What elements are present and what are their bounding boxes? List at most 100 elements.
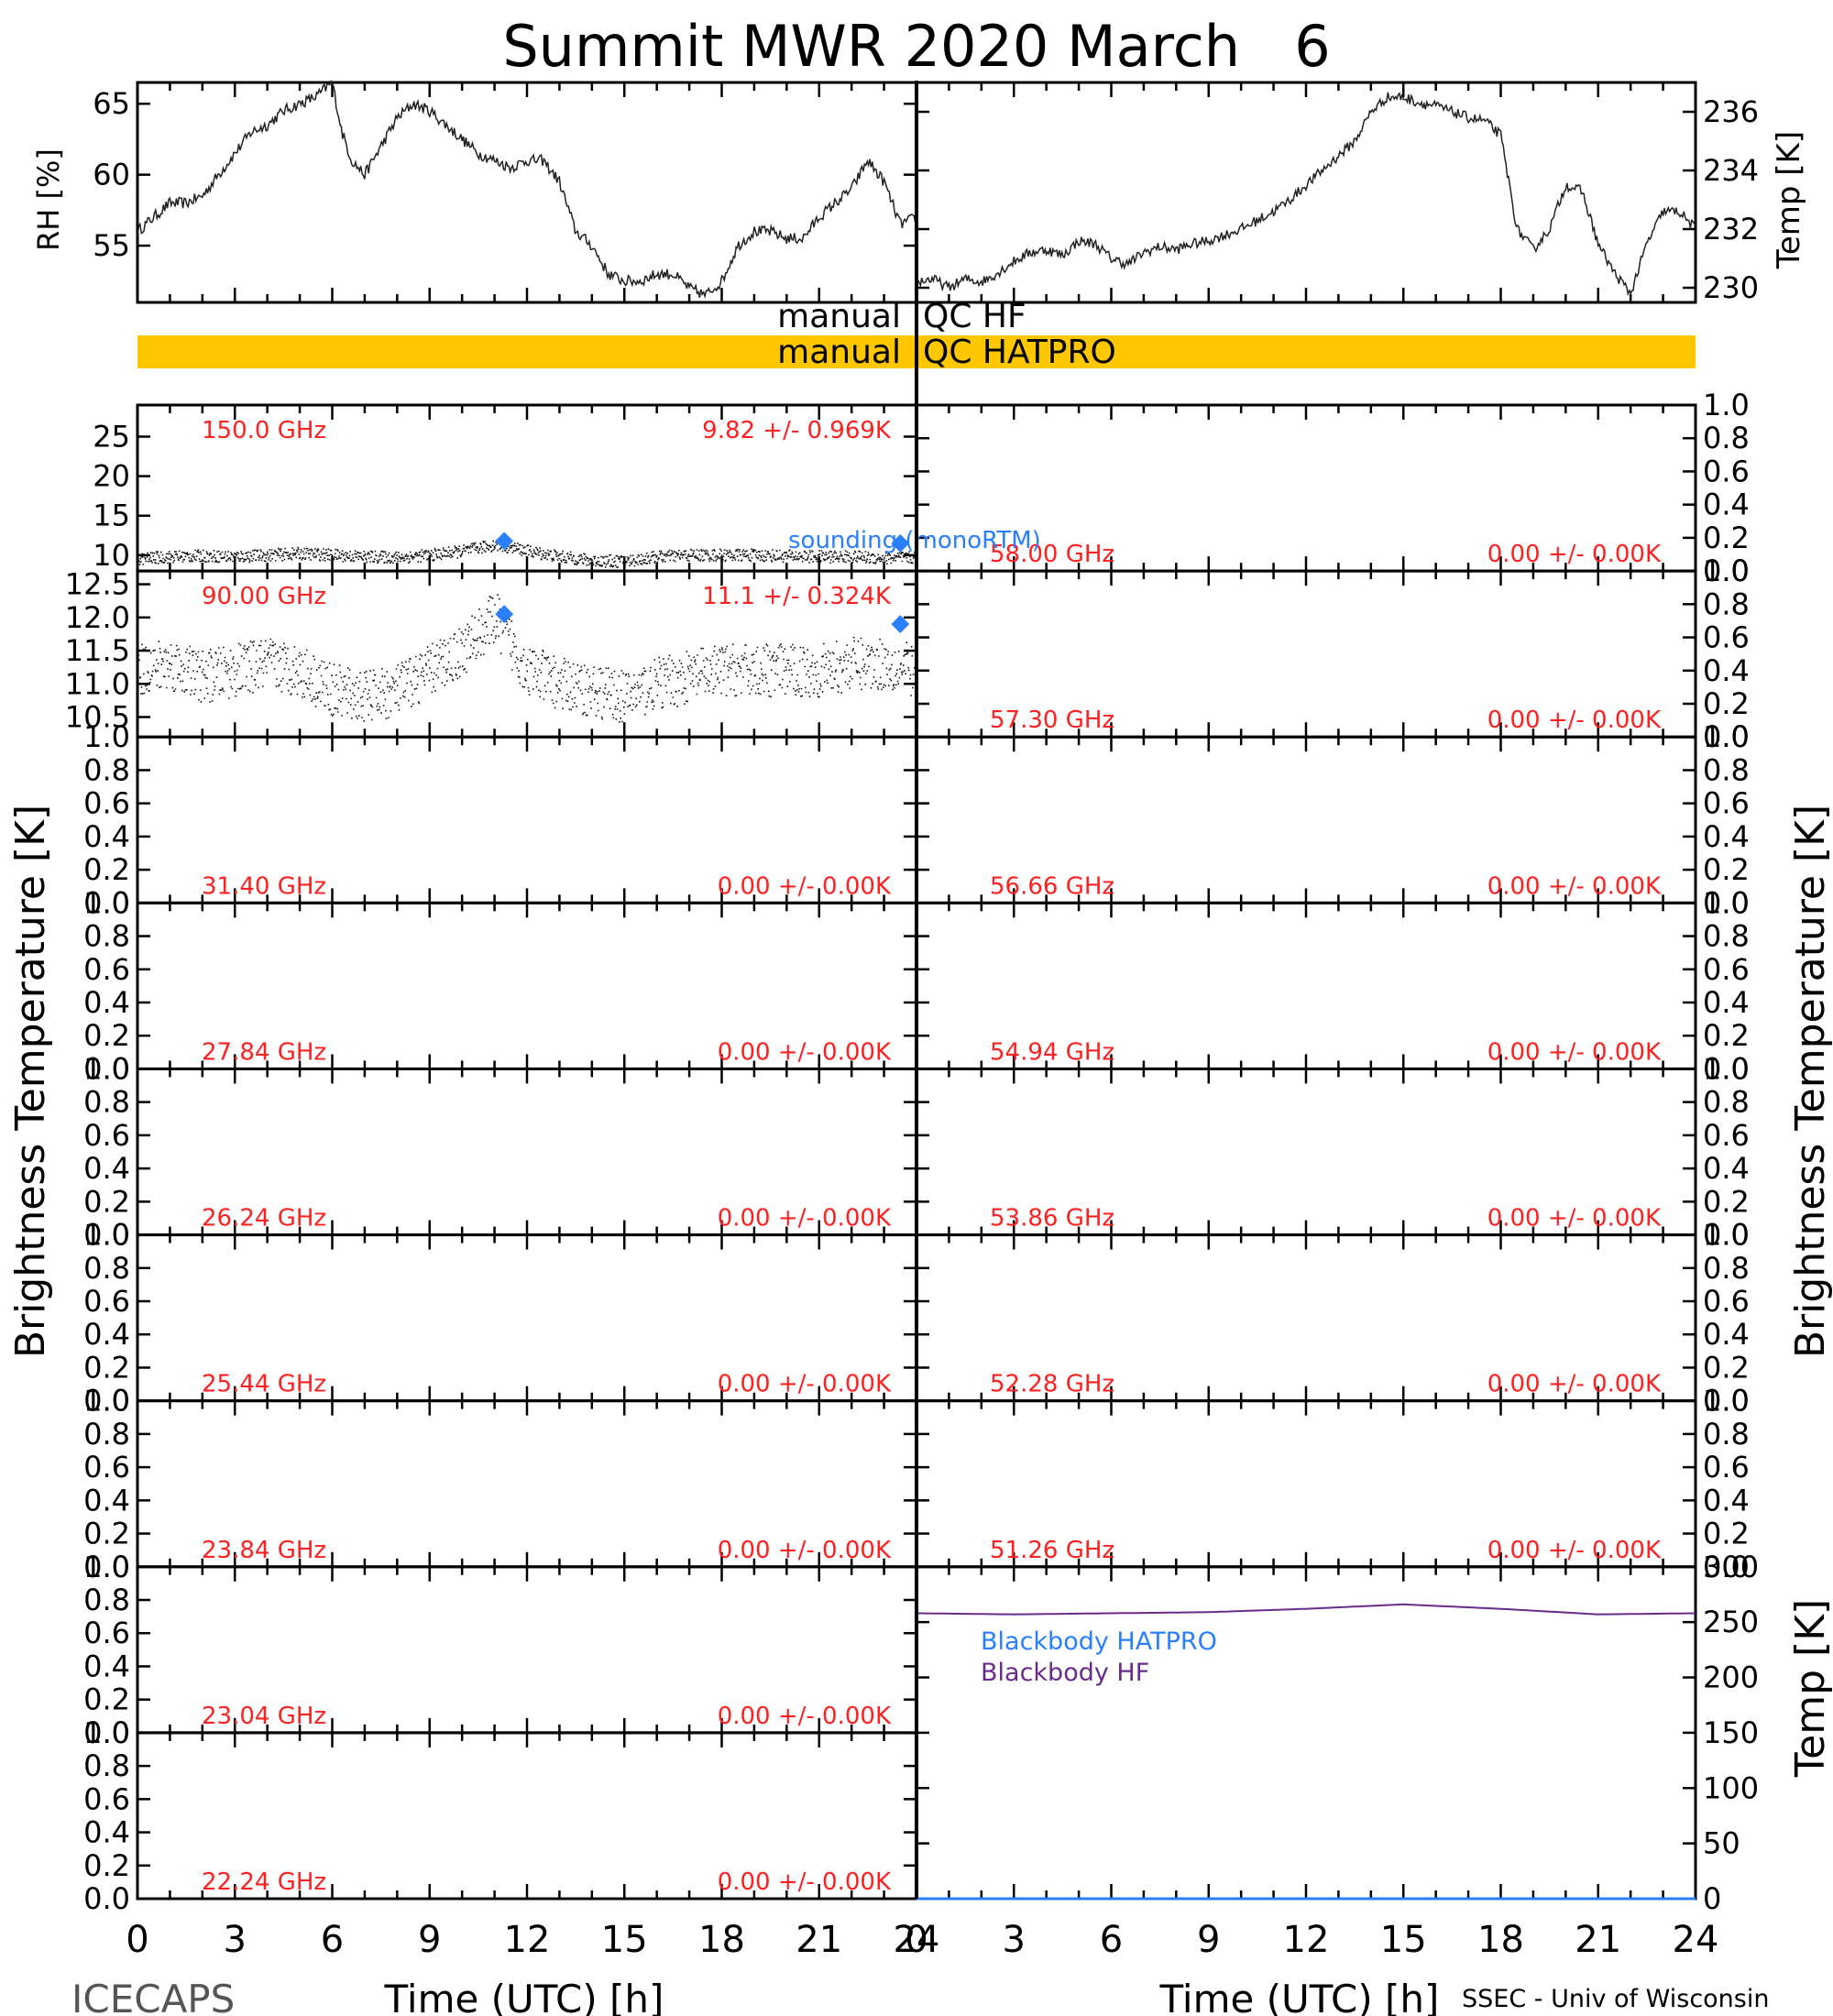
tb-right-4-ytick-label: 0.0 [1703,1218,1750,1253]
tb-right-3-stat-label: 0.00 +/- 0.00K [1487,1038,1662,1066]
bb-ytick-label: 100 [1703,1770,1759,1805]
temp-line [916,92,1696,297]
tb-left-5-freq-label: 25.44 GHz [202,1371,326,1398]
tb-left-6-freq-label: 23.84 GHz [202,1537,326,1564]
tb-right-1-freq-label: 57.30 GHz [990,707,1114,734]
tb-right-0-ytick-label: 1.0 [1703,388,1750,422]
tb-left-0-ytick-label: 15 [93,499,130,533]
bb-hatpro-legend: Blackbody HATPRO [981,1627,1217,1656]
tb-right-2-ytick-label: 1.0 [1703,719,1750,754]
tb-right-0-ytick-label: 0.2 [1703,520,1750,555]
bb-ytick-label: 200 [1703,1660,1759,1695]
tb-right-4-stat-label: 0.00 +/- 0.00K [1487,1205,1662,1233]
tb-right-6-stat-label: 0.00 +/- 0.00K [1487,1537,1662,1564]
tb-left-7-ytick-label: 0.0 [83,1715,130,1750]
tb-left-8-ytick-label: 0.8 [83,1748,130,1783]
tb-left-7-ytick-label: 0.8 [83,1583,130,1617]
temp-ytick-label: 232 [1703,212,1759,247]
tb-left-5-ytick-label: 0.4 [83,1317,130,1352]
tb-right-5-freq-label: 52.28 GHz [990,1371,1114,1398]
rh-ytick-label: 55 [93,228,130,263]
tb-right-5-ytick-label: 0.4 [1703,1317,1750,1352]
x-tick-label-left: 0 [126,1919,148,1961]
sounding-marker [495,531,514,551]
ssec-label: SSEC - Univ of Wisconsin [1462,1985,1769,2013]
tb-left-2-ytick-label: 0.0 [83,885,130,920]
tb-right-5-ytick-label: 0.6 [1703,1284,1750,1319]
tb-right-6-ytick-label: 1.0 [1703,1384,1750,1419]
x-tick-label-right: 21 [1575,1919,1621,1961]
x-tick-label-left: 12 [504,1919,551,1961]
tb-left-4-ytick-label: 0.4 [83,1151,130,1186]
tb-right-4-freq-label: 53.86 GHz [990,1205,1114,1233]
sounding-marker [891,615,910,633]
x-tick-label-left: 9 [418,1919,441,1961]
tb-right-2-ytick-label: 0.6 [1703,786,1750,821]
tb-left-0-ytick-label: 25 [93,419,130,454]
tb-right-1-ytick-label: 0.2 [1703,686,1750,721]
qc-hatpro-left-label: manual [777,334,901,371]
x-tick-label-right: 3 [1003,1919,1026,1961]
tb-left-7-ytick-label: 1.0 [83,1550,130,1584]
x-tick-label-left: 6 [321,1919,344,1961]
bb-ytick-label: 50 [1703,1826,1740,1861]
bb-ytick-label: 150 [1703,1715,1759,1750]
tb-left-1-stat-label: 11.1 +/- 0.324K [702,583,892,610]
tb-left-8-ytick-label: 0.6 [83,1781,130,1816]
icecaps-label: ICECAPS [71,1977,235,2016]
tb-left-4-ytick-label: 0.2 [83,1184,130,1219]
tb-left-0-ytick-label: 10 [93,538,130,573]
x-tick-label-right: 12 [1283,1919,1330,1961]
rh-ytick-label: 65 [93,86,130,121]
temp-panel-frame [915,81,1697,304]
tb-right-5-stat-label: 0.00 +/- 0.00K [1487,1371,1662,1398]
tb-left-6-stat-label: 0.00 +/- 0.00K [718,1537,892,1564]
bb-temp-axis-label: Temp [K] [1787,1599,1833,1778]
tb-left-6-ytick-label: 0.2 [83,1517,130,1551]
x-tick-label-right: 9 [1197,1919,1220,1961]
tb-right-6-ytick-label: 0.4 [1703,1483,1750,1517]
tb-right-5-ytick-label: 1.0 [1703,1218,1750,1253]
tb-right-2-ytick-label: 0.4 [1703,819,1750,854]
tb-left-3-ytick-label: 0.4 [83,985,130,1020]
tb-right-2-ytick-label: 0.8 [1703,752,1750,787]
tb-right-1-ytick-label: 0.6 [1703,620,1750,655]
tb-left-6-ytick-label: 0.0 [83,1550,130,1584]
tb-axis-label-left: Brightness Temperature [K] [7,805,54,1358]
tb-right-3-freq-label: 54.94 GHz [990,1038,1114,1066]
tb-left-3-ytick-label: 0.8 [83,919,130,954]
tb-right-0-ytick-label: 0.8 [1703,421,1750,455]
tb-left-6-ytick-label: 0.4 [83,1483,130,1517]
tb-right-6-freq-label: 51.26 GHz [990,1537,1114,1564]
x-tick-label-right: 18 [1477,1919,1524,1961]
tb-left-3-stat-label: 0.00 +/- 0.00K [718,1038,892,1066]
tb-left-1-freq-label: 90.00 GHz [202,583,326,610]
tb-right-3-ytick-label: 0.6 [1703,952,1750,987]
blackbody-series-line [916,1603,1696,1616]
blackbody-panel-frame [915,1565,1697,1901]
tb-left-5-ytick-label: 0.0 [83,1384,130,1419]
rh-panel-frame [136,81,918,304]
tb-left-7-ytick-label: 0.6 [83,1616,130,1650]
tb-left-3-ytick-label: 0.2 [83,1018,130,1053]
sounding-marker [891,534,910,553]
bb-hf-legend: Blackbody HF [981,1659,1149,1687]
tb-left-2-ytick-label: 1.0 [83,719,130,754]
x-tick-label-right: 15 [1380,1919,1427,1961]
rh-line [137,80,917,300]
x-tick-label-left: 21 [796,1919,842,1961]
sounding-legend: sounding (monoRTM) [788,527,1041,554]
chart-title: Summit MWR 2020 March 6 [502,13,1330,80]
tb-left-2-ytick-label: 0.6 [83,786,130,821]
tb-right-0-stat-label: 0.00 +/- 0.00K [1487,541,1662,568]
bb-ytick-label: 300 [1703,1550,1759,1584]
tb-left-7-freq-label: 23.04 GHz [202,1703,326,1730]
tb-left-1-ytick-label: 12.0 [65,600,130,635]
tb-right-1-ytick-label: 0.0 [1703,719,1750,754]
tb-right-4-ytick-label: 1.0 [1703,1051,1750,1086]
tb-left-5-ytick-label: 0.2 [83,1350,130,1385]
tb-right-4-ytick-label: 0.6 [1703,1118,1750,1153]
tb-left-2-ytick-label: 0.4 [83,819,130,854]
tb-right-1-ytick-label: 0.4 [1703,653,1750,688]
